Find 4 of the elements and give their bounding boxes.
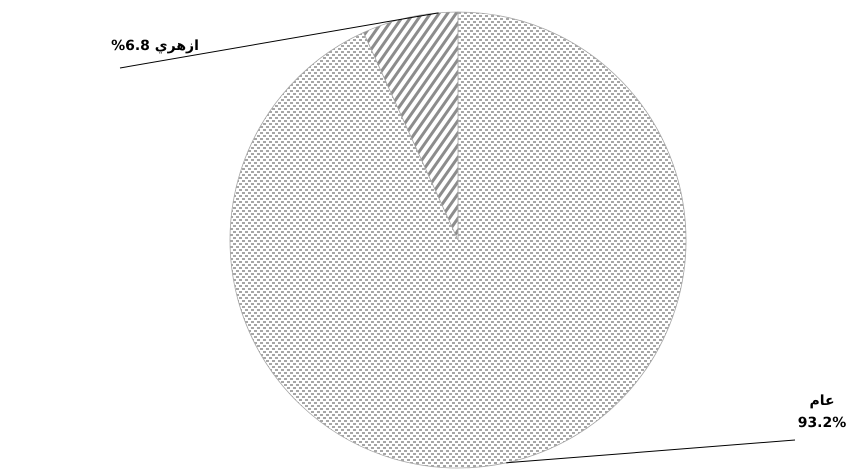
slice-label: عام xyxy=(809,393,835,409)
data-label: 93.2% xyxy=(798,415,846,431)
pie-slice xyxy=(230,12,686,468)
slice-label: ازهري 6.8% xyxy=(111,38,199,54)
